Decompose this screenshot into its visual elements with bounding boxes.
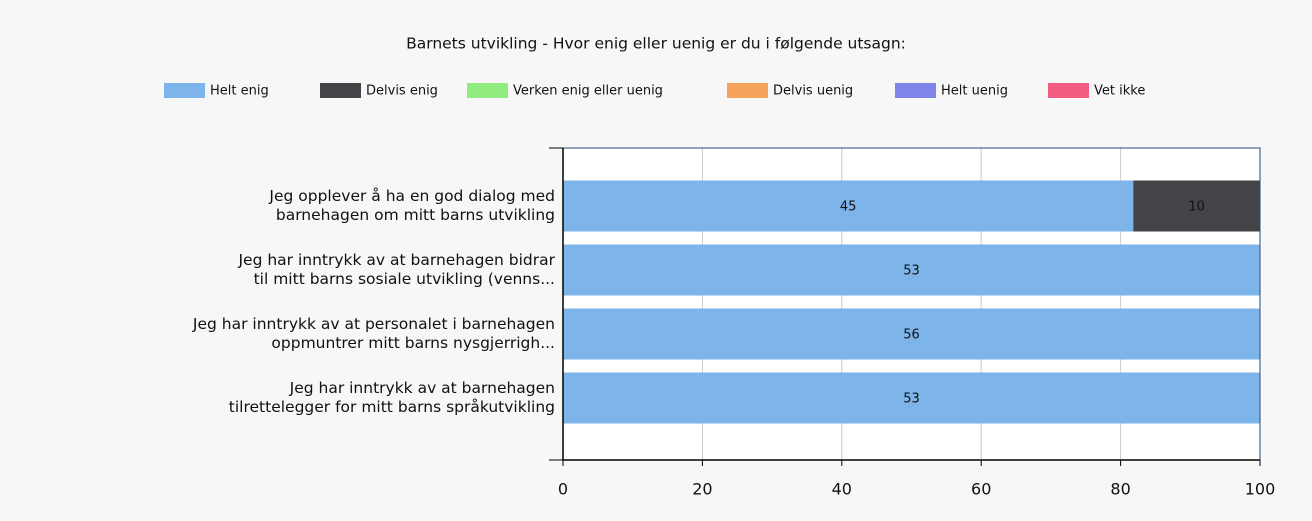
bar-segment: [1133, 180, 1260, 232]
bar-segment: [563, 244, 1260, 296]
y-tick-label: Jeg opplever å ha en god dialog med barn…: [269, 187, 555, 224]
data-label: 10: [1188, 200, 1205, 215]
x-tick-label: 80: [1110, 480, 1130, 499]
legend-swatch: [895, 83, 936, 98]
x-tick-label: 60: [971, 480, 991, 499]
bar-segment: [563, 308, 1260, 360]
x-tick-label: 40: [832, 480, 852, 499]
y-tick-label: Jeg har inntrykk av at personalet i barn…: [192, 315, 555, 352]
legend-swatch: [1048, 83, 1089, 98]
x-tick-label: 100: [1245, 480, 1276, 499]
legend-label: Delvis enig: [366, 84, 438, 99]
data-label: 45: [840, 200, 857, 215]
legend-swatch: [727, 83, 768, 98]
bar-segment: [563, 180, 1134, 232]
chart-title: Barnets utvikling - Hvor enig eller ueni…: [406, 35, 906, 53]
data-label: 53: [903, 392, 920, 407]
data-label: 53: [903, 264, 920, 279]
legend-label: Vet ikke: [1094, 84, 1145, 99]
x-tick-label: 20: [692, 480, 712, 499]
legend-label: Helt enig: [210, 84, 269, 99]
y-tick-label: Jeg har inntrykk av at barnehagen tilret…: [228, 379, 555, 416]
legend-label: Delvis uenig: [773, 84, 853, 99]
x-tick-label: 0: [558, 480, 568, 499]
bar-segment: [563, 372, 1260, 424]
data-label: 56: [903, 328, 920, 343]
legend-swatch: [164, 83, 205, 98]
legend-label: Helt uenig: [941, 84, 1008, 99]
legend-label: Verken enig eller uenig: [513, 84, 663, 99]
y-tick-label: Jeg har inntrykk av at barnehagen bidrar…: [238, 251, 555, 288]
legend-swatch: [320, 83, 361, 98]
legend-swatch: [467, 83, 508, 98]
